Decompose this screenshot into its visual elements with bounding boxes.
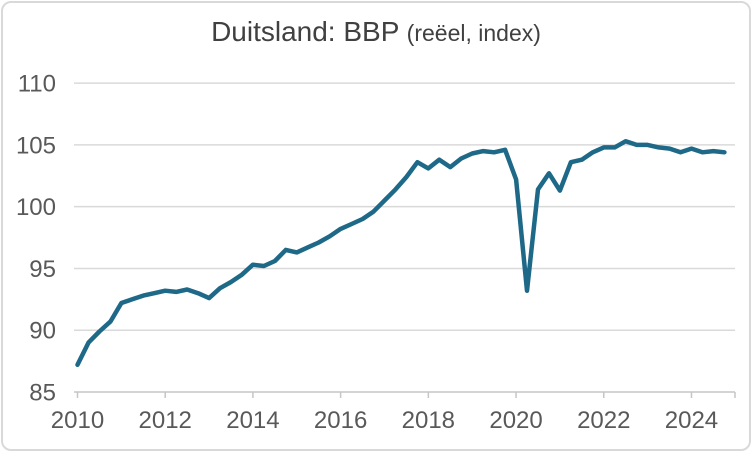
y-tick-label: 95	[29, 256, 56, 283]
x-tick-label: 2010	[51, 407, 104, 434]
y-tick-label: 105	[16, 132, 56, 159]
gdp-series-line	[75, 138, 727, 368]
x-tick-label: 2024	[665, 407, 718, 434]
y-tick-label: 100	[16, 194, 56, 221]
chart-title: Duitsland: BBP (reëel, index)	[0, 16, 752, 48]
x-tick-label: 2014	[226, 407, 279, 434]
x-tick-label: 2012	[139, 407, 192, 434]
y-tick-label: 110	[18, 71, 56, 98]
x-tick-label: 2022	[577, 407, 630, 434]
y-tick-label: 90	[29, 318, 56, 345]
y-tick-label: 85	[29, 380, 56, 407]
chart-title-main: Duitsland: BBP	[211, 16, 407, 47]
x-tick-label: 2018	[402, 407, 455, 434]
x-tick-label: 2016	[314, 407, 367, 434]
x-tick-label: 2020	[489, 407, 542, 434]
chart-title-sub: (reëel, index)	[406, 20, 541, 46]
